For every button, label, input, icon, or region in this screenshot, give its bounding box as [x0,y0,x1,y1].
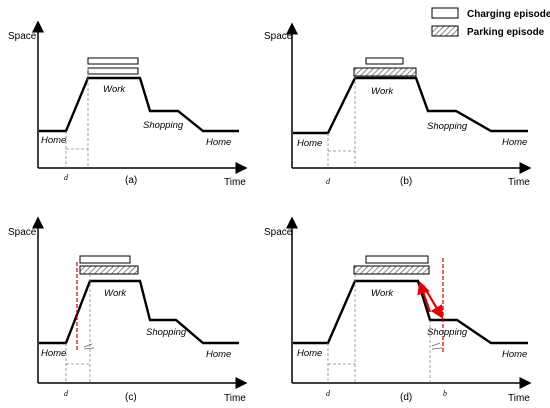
charging-episode [87,67,139,75]
charging-episode [365,57,404,65]
detour-mark [431,342,443,350]
home-end-label: Home [206,349,231,360]
parking-episode [353,265,430,275]
work-label: Work [371,288,394,299]
home-end-label: Home [502,137,527,148]
work-label: Work [104,288,127,299]
home-start-label: Home [297,348,322,359]
trajectory-line [39,279,239,345]
y-axis-label: Space [264,227,293,238]
charging-episode [79,255,131,264]
panel-caption: (d) [400,392,412,403]
work-label: Work [371,86,394,97]
panel-a: Space Time Home Work Shopping Home d (a) [8,20,248,188]
tick-d: d [326,177,331,186]
red-arrow-up [417,280,432,313]
tick-d: d [64,173,69,182]
x-axis-label: Time [224,177,246,188]
panel-b: Space Time Home Work Shopping Home d (b) [264,22,532,188]
shopping-label: Shopping [146,327,187,338]
red-arrow-down [422,284,444,319]
x-axis-label: Time [508,393,530,404]
tick-d: d [326,389,331,398]
home-end-label: Home [502,349,527,360]
x-axis-label: Time [508,177,530,188]
tick-b: b [443,389,447,398]
legend-charging-label: Charging episode [467,9,550,20]
home-start-label: Home [297,138,322,149]
home-start-label: Home [41,348,66,359]
y-axis-label: Space [264,31,293,42]
panel-caption: (c) [125,392,137,403]
home-start-label: Home [41,135,66,146]
charging-episode [87,57,139,65]
parking-episode [79,265,139,275]
charging-episode [365,255,429,264]
legend-charging-swatch [431,7,459,19]
x-axis-label: Time [224,393,246,404]
legend: Charging episode Parking episode [431,7,550,38]
panel-c: Space Time Home Work Shopping Home d (c) [8,216,248,404]
parking-episode [353,67,417,77]
legend-parking-label: Parking episode [467,27,545,38]
panel-caption: (a) [125,175,137,186]
detour-mark [83,343,95,350]
tick-d: d [64,389,69,398]
panel-caption: (b) [400,176,412,187]
legend-parking-swatch [431,25,459,37]
home-end-label: Home [206,137,231,148]
y-axis-label: Space [8,31,37,42]
shopping-label: Shopping [427,121,468,132]
trajectory-line [293,76,528,135]
work-label: Work [103,84,126,95]
trajectory-line [39,76,239,133]
trajectory-line [293,279,528,345]
y-axis-label: Space [8,227,37,238]
shopping-label: Shopping [143,120,184,131]
panel-d: Space Time Home Work Shopping Home d b (… [264,216,532,404]
shopping-label: Shopping [427,327,468,338]
